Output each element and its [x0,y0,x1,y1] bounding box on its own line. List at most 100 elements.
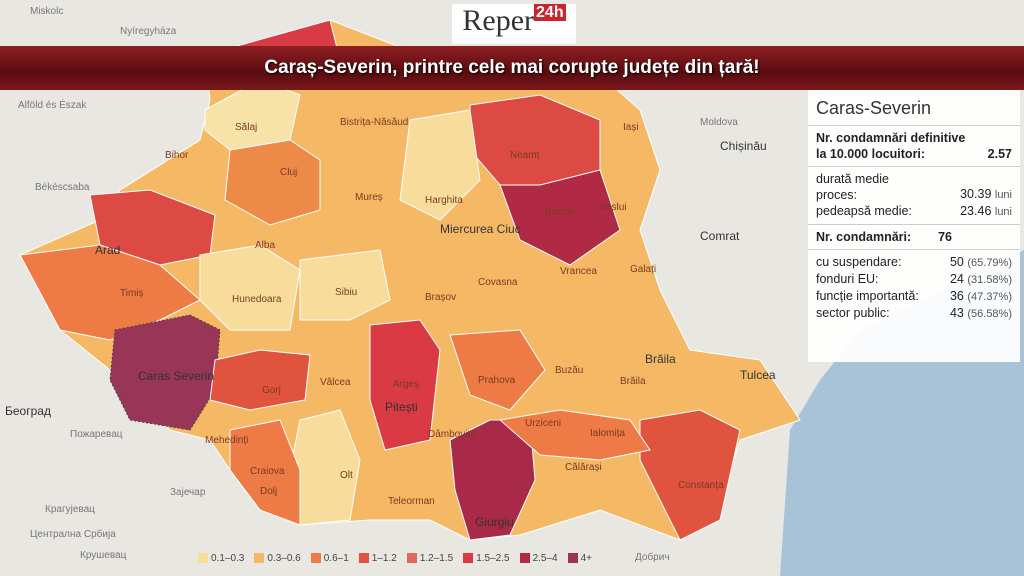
legend-item: 1.5–2.5 [463,553,510,564]
county-selected [109,314,221,431]
label: Nr. condamnări: [816,230,912,244]
county-label: Mureș [355,192,383,203]
county-label: Dolj [260,486,277,497]
county-label: Neamț [510,150,540,161]
label: cu suspendare: [816,255,902,269]
county-label: Timiș [120,288,144,299]
county-label: Vaslui [600,202,627,213]
value-group: 43 (56.58%) [950,305,1012,322]
percent: (31.58%) [967,274,1012,286]
place-label: Пожаревац [70,429,123,440]
label: durată medie proces: [816,172,889,202]
place-label: Зајечар [170,487,206,498]
county [369,319,441,451]
percent: (47.37%) [967,291,1012,303]
panel-row: fonduri EU: 24 (31.58%) [816,271,1012,288]
value: 76 [938,230,952,244]
legend-item: 2.5–4 [519,553,558,564]
value: 43 [949,306,964,320]
legend-swatch [463,553,474,564]
headline: Caraș-Severin, printre cele mai corupte … [0,46,1024,90]
value: 50 [949,255,964,269]
county-label: Argeș [393,379,419,390]
county-label: Dâmbovița [428,429,476,440]
county-label: Tulcea [740,368,776,382]
percent: (65.79%) [967,257,1012,269]
value: 36 [949,289,964,303]
place-label: Miskolc [30,6,63,17]
county-label: Teleorman [388,496,435,507]
county [19,244,201,341]
legend-item: 0.1–0.3 [198,553,244,564]
county-label: Giurgiu [475,515,514,529]
value: 2.57 [987,147,1012,161]
county-label: Pitești [385,400,418,414]
legend-item: 1.2–1.5 [406,553,453,564]
legend-item: 4+ [567,553,592,564]
county-label: Galați [630,264,656,275]
unit: luni [994,206,1012,218]
county [399,109,481,221]
county [299,249,391,321]
panel-row: funcție importantă: 36 (47.37%) [816,288,1012,305]
county-label: Mehedinți [205,435,248,446]
legend-swatch [358,553,369,564]
county-label: Bacău [545,207,573,218]
county [499,169,621,266]
county-label: Olt [340,470,353,481]
county [449,419,536,541]
value-group: 50 (65.79%) [950,254,1012,271]
logo-text: Reper [462,4,535,37]
value-group: 24 (31.58%) [950,271,1012,288]
county-label: Vâlcea [320,377,351,388]
value: 24 [949,272,964,286]
county-label: Cluj [280,167,297,178]
county-label: Vrancea [560,266,597,277]
county-label: Prahova [478,375,516,386]
value: 30.39 [960,187,992,201]
county-label: Alba [255,240,275,251]
county-label: Sibiu [335,287,357,298]
county-label: Gorj [262,385,281,396]
county-label: Bihor [165,150,189,161]
county [229,419,301,526]
place-label: Chișinău [720,139,767,153]
county-label: Covasna [478,277,518,288]
info-panel: Caras-Severin Nr. condamnări definitive … [808,90,1020,362]
county-label: Brașov [425,292,456,303]
legend-label: 0.1–0.3 [211,553,245,564]
place-label: Nyíregyháza [120,26,177,37]
county-label: Ialomița [590,428,625,439]
county-label: Urziceni [525,418,561,429]
panel-row: cu suspendare: 50 (65.79%) [816,254,1012,271]
county [224,139,321,226]
percent: (56.58%) [967,308,1012,320]
county-label: Buzău [555,365,583,376]
county-label: Bistrița-Năsăud [340,117,408,128]
panel-section: Nr. condamnări: 76 [808,224,1020,249]
county [449,329,546,411]
logo: Reper 24h [452,4,576,44]
legend-item: 0.3–0.6 [254,553,301,564]
county-label: Miercurea Ciuc [440,222,521,236]
county [199,244,301,331]
legend-label: 4+ [580,553,592,564]
legend-label: 0.3–0.6 [267,553,301,564]
legend-label: 2.5–4 [532,553,558,564]
county [209,349,311,411]
legend-label: 1–1.2 [371,553,397,564]
place-label: Београд [5,404,51,418]
legend-swatch [406,553,417,564]
label: Nr. condamnări definitive la 10.000 locu… [816,131,966,161]
legend-item: 0.6–1 [310,553,349,564]
county-label: Hunedoara [232,294,282,305]
legend-swatch [519,553,530,564]
county-label: Sălaj [235,122,257,133]
county-label: Constanța [678,480,724,491]
label: fonduri EU: [816,272,879,286]
value: 23.46 [960,204,992,218]
county-label: Iași [623,122,639,133]
logo-badge: 24h [534,4,566,21]
panel-title: Caras-Severin [816,98,932,118]
